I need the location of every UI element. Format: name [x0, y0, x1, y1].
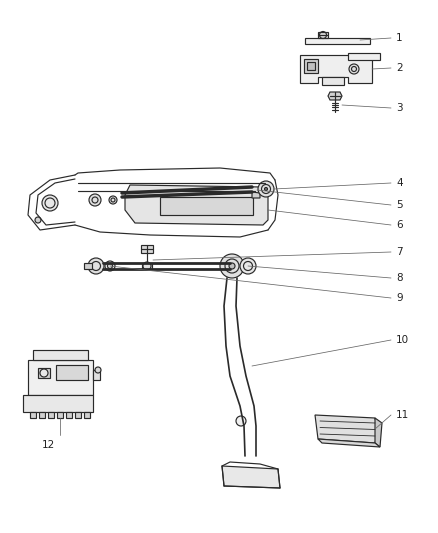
Polygon shape [304, 59, 318, 73]
Polygon shape [252, 192, 260, 198]
Circle shape [109, 196, 117, 204]
Polygon shape [66, 412, 72, 418]
Circle shape [95, 367, 101, 373]
Text: 11: 11 [396, 410, 409, 420]
Polygon shape [30, 412, 36, 418]
Text: 1: 1 [396, 33, 403, 43]
Circle shape [89, 194, 101, 206]
Polygon shape [142, 263, 152, 269]
Polygon shape [160, 197, 253, 215]
Text: 3: 3 [396, 103, 403, 113]
Circle shape [88, 258, 104, 274]
Polygon shape [318, 439, 380, 447]
Circle shape [105, 261, 115, 271]
Polygon shape [39, 412, 45, 418]
Circle shape [265, 188, 268, 190]
Text: 7: 7 [396, 247, 403, 257]
Polygon shape [84, 412, 90, 418]
Text: 2: 2 [396, 63, 403, 73]
Polygon shape [38, 368, 50, 378]
Circle shape [40, 369, 48, 377]
Circle shape [349, 64, 359, 74]
Polygon shape [328, 92, 342, 100]
Polygon shape [125, 185, 268, 225]
Polygon shape [23, 395, 93, 412]
Circle shape [236, 416, 246, 426]
Text: 10: 10 [396, 335, 409, 345]
Polygon shape [48, 412, 54, 418]
Text: 8: 8 [396, 273, 403, 283]
Circle shape [240, 258, 256, 274]
Polygon shape [305, 38, 370, 44]
Text: 6: 6 [396, 220, 403, 230]
Circle shape [35, 217, 41, 223]
Circle shape [143, 262, 151, 270]
Polygon shape [141, 245, 153, 253]
Polygon shape [318, 32, 328, 38]
Polygon shape [307, 62, 315, 70]
Polygon shape [56, 365, 88, 380]
Polygon shape [84, 263, 92, 269]
Polygon shape [33, 350, 88, 360]
Circle shape [220, 254, 244, 278]
Text: 5: 5 [396, 200, 403, 210]
Polygon shape [222, 466, 280, 488]
Circle shape [229, 263, 235, 269]
Polygon shape [375, 418, 382, 447]
Polygon shape [93, 370, 100, 380]
Polygon shape [315, 415, 378, 443]
Polygon shape [28, 360, 93, 395]
Circle shape [42, 195, 58, 211]
Polygon shape [75, 412, 81, 418]
Text: 9: 9 [396, 293, 403, 303]
Polygon shape [300, 55, 372, 83]
Polygon shape [57, 412, 63, 418]
Text: 4: 4 [396, 178, 403, 188]
Text: 12: 12 [41, 440, 55, 450]
Polygon shape [322, 77, 344, 85]
Polygon shape [348, 53, 380, 60]
Circle shape [258, 181, 274, 197]
